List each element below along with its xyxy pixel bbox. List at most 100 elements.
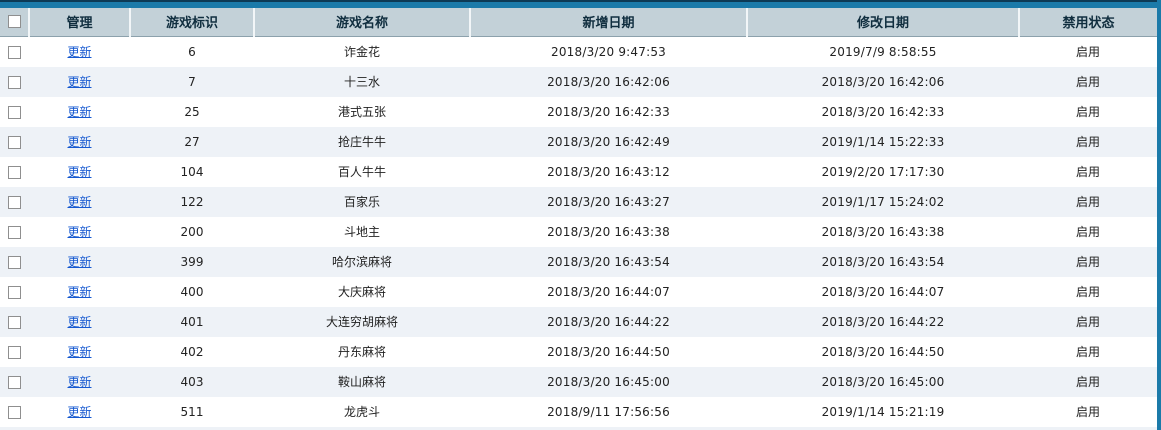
partial-next-row <box>0 426 1157 430</box>
update-link[interactable]: 更新 <box>67 195 92 209</box>
status-cell: 启用 <box>1075 135 1100 149</box>
checkbox-cell <box>0 127 29 157</box>
table-row: 更新 200 斗地主 2018/3/20 16:43:38 2018/3/20 … <box>0 216 1157 247</box>
status-cell: 启用 <box>1075 195 1100 209</box>
status-cell: 启用 <box>1075 405 1100 419</box>
manage-cell: 更新 <box>29 367 130 397</box>
created-date-cell: 2018/3/20 16:44:50 <box>547 344 670 359</box>
status-cell: 启用 <box>1075 345 1100 359</box>
game-name-cell: 斗地主 <box>343 225 380 239</box>
manage-cell: 更新 <box>29 97 130 127</box>
game-id-cell: 6 <box>188 44 196 59</box>
checkbox-cell <box>0 36 29 67</box>
game-name-cell: 百人牛牛 <box>337 165 386 179</box>
created-date-cell: 2018/3/20 9:47:53 <box>550 44 666 59</box>
row-checkbox[interactable] <box>8 375 21 389</box>
table-row: 更新 403 鞍山麻将 2018/3/20 16:45:00 2018/3/20… <box>0 366 1157 397</box>
update-link[interactable]: 更新 <box>67 45 92 59</box>
game-name-cell: 哈尔滨麻将 <box>331 255 392 269</box>
created-date-cell: 2018/3/20 16:45:00 <box>547 374 670 389</box>
status-cell: 启用 <box>1075 225 1100 239</box>
table-row: 更新 399 哈尔滨麻将 2018/3/20 16:43:54 2018/3/2… <box>0 246 1157 277</box>
update-link[interactable]: 更新 <box>67 75 92 89</box>
manage-cell: 更新 <box>29 127 130 157</box>
row-checkbox[interactable] <box>8 45 21 59</box>
row-checkbox[interactable] <box>8 285 21 299</box>
game-name-cell: 十三水 <box>343 75 380 89</box>
modified-date-cell: 2018/3/20 16:44:50 <box>821 344 945 359</box>
modified-date-cell: 2019/1/17 15:24:02 <box>821 194 945 209</box>
checkbox-cell <box>0 397 29 427</box>
game-id-cell: 402 <box>180 344 204 359</box>
checkbox-cell <box>0 367 29 397</box>
checkbox-cell <box>0 67 29 97</box>
update-link[interactable]: 更新 <box>67 135 92 149</box>
row-checkbox[interactable] <box>8 255 21 269</box>
game-name-cell: 诈金花 <box>343 45 380 59</box>
created-date-cell: 2018/3/20 16:44:22 <box>547 314 670 329</box>
table-row: 更新 122 百家乐 2018/3/20 16:43:27 2019/1/17 … <box>0 186 1157 217</box>
select-all-checkbox[interactable] <box>7 15 21 29</box>
row-checkbox[interactable] <box>8 195 21 209</box>
modified-date-cell: 2019/2/20 17:17:30 <box>821 164 945 179</box>
manage-cell: 更新 <box>29 157 130 187</box>
row-checkbox[interactable] <box>8 165 21 179</box>
table-row: 更新 25 港式五张 2018/3/20 16:42:33 2018/3/20 … <box>0 96 1157 127</box>
column-header-modified-date: 修改日期 <box>747 8 1020 37</box>
update-link[interactable]: 更新 <box>67 345 92 359</box>
update-link[interactable]: 更新 <box>67 405 92 419</box>
update-link[interactable]: 更新 <box>67 315 92 329</box>
checkbox-cell <box>0 337 29 367</box>
update-link[interactable]: 更新 <box>67 285 92 299</box>
status-cell: 启用 <box>1075 45 1100 59</box>
row-checkbox[interactable] <box>8 225 21 239</box>
created-date-cell: 2018/3/20 16:44:07 <box>547 284 670 299</box>
checkbox-cell <box>0 217 29 247</box>
modified-date-cell: 2018/3/20 16:42:33 <box>821 104 945 119</box>
modified-date-cell: 2018/3/20 16:43:38 <box>821 224 945 239</box>
table-row: 更新 104 百人牛牛 2018/3/20 16:43:12 2019/2/20… <box>0 156 1157 187</box>
created-date-cell: 2018/3/20 16:43:27 <box>547 194 670 209</box>
created-date-cell: 2018/3/20 16:42:49 <box>547 134 670 149</box>
update-link[interactable]: 更新 <box>67 375 92 389</box>
manage-cell: 更新 <box>29 247 130 277</box>
game-list-table: 管理 游戏标识 游戏名称 新增日期 修改日期 禁用状态 更新 6 诈金花 201… <box>0 8 1157 427</box>
game-id-cell: 200 <box>180 224 204 239</box>
modified-date-cell: 2019/7/9 8:58:55 <box>829 44 937 59</box>
manage-cell: 更新 <box>29 67 130 97</box>
game-name-cell: 百家乐 <box>343 195 380 209</box>
update-link[interactable]: 更新 <box>67 255 92 269</box>
table-row: 更新 511 龙虎斗 2018/9/11 17:56:56 2019/1/14 … <box>0 396 1157 427</box>
game-id-cell: 27 <box>184 134 200 149</box>
row-checkbox[interactable] <box>8 75 21 89</box>
row-checkbox[interactable] <box>8 345 21 359</box>
table-body: 更新 6 诈金花 2018/3/20 9:47:53 2019/7/9 8:58… <box>0 36 1157 427</box>
table-row: 更新 402 丹东麻将 2018/3/20 16:44:50 2018/3/20… <box>0 336 1157 367</box>
checkbox-cell <box>0 97 29 127</box>
game-name-cell: 大连穷胡麻将 <box>325 315 398 329</box>
update-link[interactable]: 更新 <box>67 105 92 119</box>
row-checkbox[interactable] <box>8 315 21 329</box>
modified-date-cell: 2018/3/20 16:43:54 <box>821 254 945 269</box>
update-link[interactable]: 更新 <box>67 225 92 239</box>
game-id-cell: 401 <box>180 314 204 329</box>
status-cell: 启用 <box>1075 255 1100 269</box>
row-checkbox[interactable] <box>8 105 21 119</box>
manage-cell: 更新 <box>29 36 130 67</box>
update-link[interactable]: 更新 <box>67 165 92 179</box>
checkbox-cell <box>0 187 29 217</box>
game-name-cell: 抢庄牛牛 <box>337 135 386 149</box>
manage-cell: 更新 <box>29 277 130 307</box>
modified-date-cell: 2018/3/20 16:42:06 <box>821 74 945 89</box>
created-date-cell: 2018/3/20 16:43:54 <box>547 254 670 269</box>
status-cell: 启用 <box>1075 285 1100 299</box>
row-checkbox[interactable] <box>8 405 21 419</box>
row-checkbox[interactable] <box>8 135 21 149</box>
manage-cell: 更新 <box>29 217 130 247</box>
game-id-cell: 511 <box>180 404 204 419</box>
modified-date-cell: 2019/1/14 15:21:19 <box>821 404 945 419</box>
modified-date-cell: 2018/3/20 16:44:07 <box>821 284 945 299</box>
modified-date-cell: 2018/3/20 16:44:22 <box>821 314 945 329</box>
game-id-cell: 104 <box>180 164 204 179</box>
